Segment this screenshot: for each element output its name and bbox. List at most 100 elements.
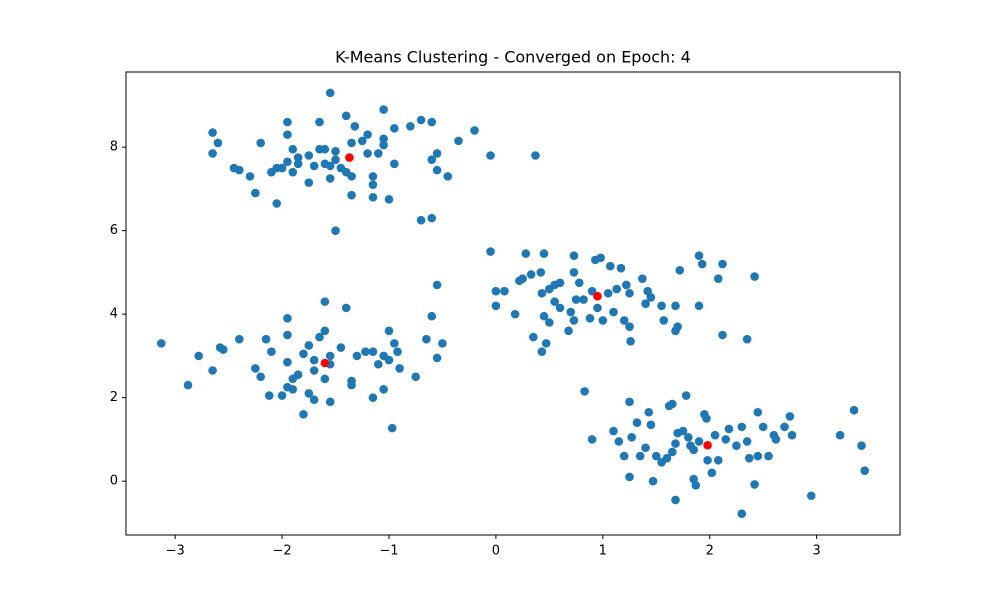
point bbox=[694, 301, 704, 311]
point bbox=[341, 111, 351, 121]
point bbox=[213, 138, 223, 148]
point bbox=[566, 307, 576, 317]
point bbox=[684, 433, 693, 442]
point bbox=[331, 226, 340, 235]
point bbox=[860, 466, 870, 476]
point bbox=[264, 391, 274, 400]
y-tick-label: 2 bbox=[110, 390, 118, 405]
point bbox=[183, 380, 193, 390]
point bbox=[579, 295, 588, 304]
point bbox=[395, 364, 404, 373]
point bbox=[315, 332, 324, 342]
point bbox=[718, 259, 727, 269]
point bbox=[657, 301, 666, 311]
point bbox=[283, 117, 292, 127]
point bbox=[703, 455, 712, 465]
point bbox=[416, 115, 426, 125]
point bbox=[427, 117, 437, 127]
y-tick-label: 4 bbox=[110, 307, 118, 322]
y-tick-label: 0 bbox=[110, 474, 118, 489]
point bbox=[598, 316, 608, 325]
point bbox=[691, 481, 701, 490]
point bbox=[320, 374, 330, 384]
point bbox=[593, 303, 602, 313]
point bbox=[320, 326, 330, 336]
point bbox=[309, 395, 319, 405]
x-tick-label: 0 bbox=[492, 544, 500, 559]
point bbox=[325, 88, 335, 98]
x-tick-label: −2 bbox=[272, 544, 291, 559]
point bbox=[707, 468, 717, 478]
point bbox=[518, 274, 527, 283]
point bbox=[771, 435, 781, 444]
y-tick-label: 6 bbox=[110, 223, 118, 238]
point bbox=[585, 314, 595, 323]
point bbox=[363, 130, 372, 139]
point bbox=[622, 280, 631, 290]
point bbox=[806, 491, 816, 501]
point bbox=[432, 280, 442, 290]
point bbox=[454, 136, 463, 146]
point bbox=[390, 124, 399, 133]
point bbox=[379, 134, 388, 144]
point bbox=[619, 316, 629, 325]
point bbox=[347, 138, 356, 148]
point bbox=[651, 451, 661, 461]
point bbox=[384, 326, 394, 336]
point bbox=[363, 149, 372, 158]
point bbox=[539, 311, 549, 321]
point bbox=[737, 422, 747, 432]
point bbox=[635, 451, 645, 461]
point bbox=[491, 301, 501, 311]
point bbox=[384, 195, 394, 204]
point bbox=[619, 451, 629, 461]
point bbox=[521, 249, 531, 258]
x-tick-label: −3 bbox=[166, 544, 185, 559]
point bbox=[427, 213, 437, 223]
point bbox=[667, 399, 677, 409]
point bbox=[304, 151, 314, 160]
point bbox=[325, 161, 335, 171]
point bbox=[347, 190, 356, 200]
point bbox=[251, 188, 260, 198]
point bbox=[694, 251, 704, 260]
point bbox=[331, 155, 340, 164]
point bbox=[218, 345, 228, 354]
point bbox=[697, 259, 707, 269]
point bbox=[393, 347, 402, 357]
y-tick-label: 8 bbox=[110, 140, 118, 155]
point bbox=[432, 353, 442, 363]
point bbox=[309, 355, 319, 365]
point bbox=[531, 151, 540, 160]
point bbox=[379, 105, 388, 114]
point bbox=[626, 336, 635, 346]
point bbox=[702, 414, 711, 423]
point bbox=[357, 136, 367, 146]
point bbox=[659, 316, 669, 325]
point bbox=[267, 167, 276, 177]
point bbox=[721, 435, 731, 444]
point bbox=[641, 443, 650, 453]
point bbox=[764, 451, 773, 461]
point bbox=[387, 423, 397, 433]
point bbox=[272, 199, 282, 208]
point bbox=[194, 351, 203, 361]
point bbox=[336, 343, 346, 352]
point bbox=[537, 347, 547, 357]
point bbox=[288, 144, 298, 154]
point bbox=[368, 180, 378, 190]
point bbox=[641, 299, 650, 309]
point bbox=[379, 384, 388, 394]
point bbox=[616, 263, 626, 273]
point bbox=[261, 334, 271, 344]
point bbox=[632, 418, 642, 427]
point bbox=[644, 407, 654, 417]
point bbox=[671, 495, 680, 505]
chart-title: K-Means Clustering - Converged on Epoch:… bbox=[335, 48, 691, 67]
point bbox=[283, 330, 292, 340]
point bbox=[737, 509, 747, 519]
point bbox=[648, 476, 658, 486]
point bbox=[500, 286, 509, 296]
point bbox=[315, 117, 324, 127]
